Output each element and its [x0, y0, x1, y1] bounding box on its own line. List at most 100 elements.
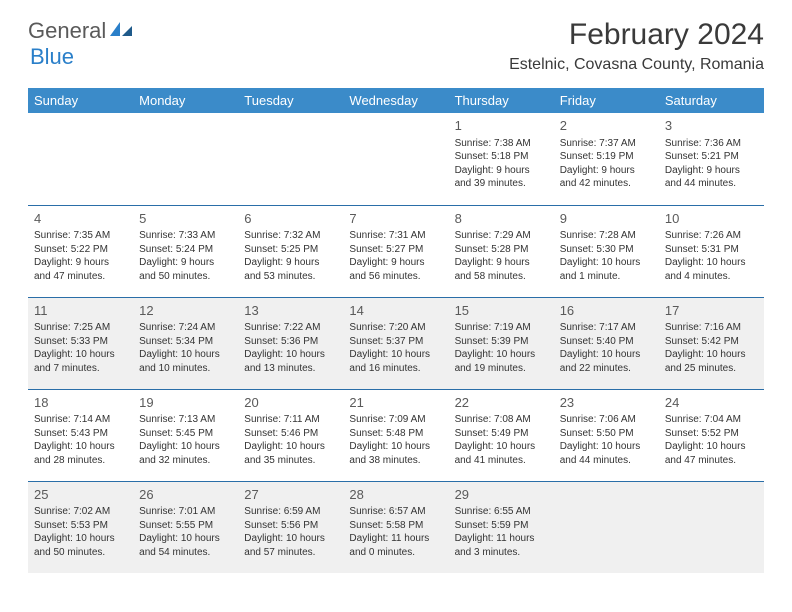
day-number: 23 — [560, 394, 653, 412]
day-info: Sunrise: 6:57 AMSunset: 5:58 PMDaylight:… — [349, 505, 442, 559]
month-title: February 2024 — [509, 18, 764, 52]
calendar-week-row: 25Sunrise: 7:02 AMSunset: 5:53 PMDayligh… — [28, 481, 764, 573]
calendar-day-cell — [133, 113, 238, 205]
calendar-day-cell: 29Sunrise: 6:55 AMSunset: 5:59 PMDayligh… — [449, 481, 554, 573]
day-number: 7 — [349, 210, 442, 228]
day-number: 4 — [34, 210, 127, 228]
day-number: 19 — [139, 394, 232, 412]
day-info: Sunrise: 7:06 AMSunset: 5:50 PMDaylight:… — [560, 413, 653, 467]
day-info: Sunrise: 7:22 AMSunset: 5:36 PMDaylight:… — [244, 321, 337, 375]
calendar-day-cell: 21Sunrise: 7:09 AMSunset: 5:48 PMDayligh… — [343, 389, 448, 481]
day-info: Sunrise: 7:33 AMSunset: 5:24 PMDaylight:… — [139, 229, 232, 283]
logo-part1: General — [28, 18, 106, 43]
weekday-header: Tuesday — [238, 88, 343, 113]
calendar-week-row: 4Sunrise: 7:35 AMSunset: 5:22 PMDaylight… — [28, 205, 764, 297]
calendar-day-cell — [554, 481, 659, 573]
calendar-day-cell: 6Sunrise: 7:32 AMSunset: 5:25 PMDaylight… — [238, 205, 343, 297]
day-number: 10 — [665, 210, 758, 228]
calendar-day-cell: 23Sunrise: 7:06 AMSunset: 5:50 PMDayligh… — [554, 389, 659, 481]
calendar-day-cell — [28, 113, 133, 205]
calendar-day-cell — [238, 113, 343, 205]
day-info: Sunrise: 7:36 AMSunset: 5:21 PMDaylight:… — [665, 137, 758, 191]
calendar-day-cell: 28Sunrise: 6:57 AMSunset: 5:58 PMDayligh… — [343, 481, 448, 573]
day-info: Sunrise: 7:31 AMSunset: 5:27 PMDaylight:… — [349, 229, 442, 283]
day-number: 17 — [665, 302, 758, 320]
calendar-day-cell: 24Sunrise: 7:04 AMSunset: 5:52 PMDayligh… — [659, 389, 764, 481]
day-number: 13 — [244, 302, 337, 320]
calendar-day-cell: 11Sunrise: 7:25 AMSunset: 5:33 PMDayligh… — [28, 297, 133, 389]
day-info: Sunrise: 7:38 AMSunset: 5:18 PMDaylight:… — [455, 137, 548, 191]
calendar-day-cell: 3Sunrise: 7:36 AMSunset: 5:21 PMDaylight… — [659, 113, 764, 205]
day-number: 15 — [455, 302, 548, 320]
calendar-day-cell: 7Sunrise: 7:31 AMSunset: 5:27 PMDaylight… — [343, 205, 448, 297]
day-info: Sunrise: 7:20 AMSunset: 5:37 PMDaylight:… — [349, 321, 442, 375]
day-info: Sunrise: 7:01 AMSunset: 5:55 PMDaylight:… — [139, 505, 232, 559]
day-info: Sunrise: 7:32 AMSunset: 5:25 PMDaylight:… — [244, 229, 337, 283]
header: General Blue February 2024 Estelnic, Cov… — [0, 0, 792, 82]
calendar-day-cell: 1Sunrise: 7:38 AMSunset: 5:18 PMDaylight… — [449, 113, 554, 205]
calendar-head: SundayMondayTuesdayWednesdayThursdayFrid… — [28, 88, 764, 113]
calendar-day-cell: 13Sunrise: 7:22 AMSunset: 5:36 PMDayligh… — [238, 297, 343, 389]
calendar-day-cell: 9Sunrise: 7:28 AMSunset: 5:30 PMDaylight… — [554, 205, 659, 297]
weekday-header: Friday — [554, 88, 659, 113]
day-number: 8 — [455, 210, 548, 228]
day-info: Sunrise: 7:09 AMSunset: 5:48 PMDaylight:… — [349, 413, 442, 467]
logo-text: General Blue — [28, 18, 132, 70]
weekday-row: SundayMondayTuesdayWednesdayThursdayFrid… — [28, 88, 764, 113]
calendar-day-cell: 17Sunrise: 7:16 AMSunset: 5:42 PMDayligh… — [659, 297, 764, 389]
day-number: 9 — [560, 210, 653, 228]
day-number: 24 — [665, 394, 758, 412]
day-number: 11 — [34, 302, 127, 320]
calendar-table: SundayMondayTuesdayWednesdayThursdayFrid… — [28, 88, 764, 573]
day-number: 20 — [244, 394, 337, 412]
calendar-day-cell: 15Sunrise: 7:19 AMSunset: 5:39 PMDayligh… — [449, 297, 554, 389]
calendar-day-cell: 8Sunrise: 7:29 AMSunset: 5:28 PMDaylight… — [449, 205, 554, 297]
logo-sail-icon — [110, 22, 132, 38]
calendar-day-cell: 26Sunrise: 7:01 AMSunset: 5:55 PMDayligh… — [133, 481, 238, 573]
day-number: 14 — [349, 302, 442, 320]
calendar-day-cell: 25Sunrise: 7:02 AMSunset: 5:53 PMDayligh… — [28, 481, 133, 573]
weekday-header: Wednesday — [343, 88, 448, 113]
day-number: 22 — [455, 394, 548, 412]
calendar-day-cell: 22Sunrise: 7:08 AMSunset: 5:49 PMDayligh… — [449, 389, 554, 481]
day-info: Sunrise: 7:16 AMSunset: 5:42 PMDaylight:… — [665, 321, 758, 375]
day-info: Sunrise: 7:13 AMSunset: 5:45 PMDaylight:… — [139, 413, 232, 467]
day-number: 2 — [560, 117, 653, 135]
weekday-header: Sunday — [28, 88, 133, 113]
logo-part2: Blue — [30, 44, 74, 69]
day-info: Sunrise: 7:25 AMSunset: 5:33 PMDaylight:… — [34, 321, 127, 375]
day-info: Sunrise: 7:29 AMSunset: 5:28 PMDaylight:… — [455, 229, 548, 283]
day-info: Sunrise: 7:11 AMSunset: 5:46 PMDaylight:… — [244, 413, 337, 467]
day-number: 25 — [34, 486, 127, 504]
day-number: 21 — [349, 394, 442, 412]
logo: General Blue — [28, 18, 132, 70]
calendar-day-cell: 4Sunrise: 7:35 AMSunset: 5:22 PMDaylight… — [28, 205, 133, 297]
day-info: Sunrise: 7:24 AMSunset: 5:34 PMDaylight:… — [139, 321, 232, 375]
day-info: Sunrise: 7:19 AMSunset: 5:39 PMDaylight:… — [455, 321, 548, 375]
day-info: Sunrise: 7:14 AMSunset: 5:43 PMDaylight:… — [34, 413, 127, 467]
calendar-day-cell: 18Sunrise: 7:14 AMSunset: 5:43 PMDayligh… — [28, 389, 133, 481]
calendar-day-cell — [659, 481, 764, 573]
day-info: Sunrise: 7:04 AMSunset: 5:52 PMDaylight:… — [665, 413, 758, 467]
day-info: Sunrise: 7:17 AMSunset: 5:40 PMDaylight:… — [560, 321, 653, 375]
calendar-week-row: 1Sunrise: 7:38 AMSunset: 5:18 PMDaylight… — [28, 113, 764, 205]
calendar-day-cell: 5Sunrise: 7:33 AMSunset: 5:24 PMDaylight… — [133, 205, 238, 297]
weekday-header: Thursday — [449, 88, 554, 113]
day-number: 5 — [139, 210, 232, 228]
calendar-day-cell: 2Sunrise: 7:37 AMSunset: 5:19 PMDaylight… — [554, 113, 659, 205]
day-number: 18 — [34, 394, 127, 412]
weekday-header: Saturday — [659, 88, 764, 113]
day-info: Sunrise: 7:28 AMSunset: 5:30 PMDaylight:… — [560, 229, 653, 283]
calendar-day-cell: 27Sunrise: 6:59 AMSunset: 5:56 PMDayligh… — [238, 481, 343, 573]
day-number: 26 — [139, 486, 232, 504]
calendar-day-cell — [343, 113, 448, 205]
title-block: February 2024 Estelnic, Covasna County, … — [509, 18, 764, 74]
calendar-day-cell: 19Sunrise: 7:13 AMSunset: 5:45 PMDayligh… — [133, 389, 238, 481]
day-number: 16 — [560, 302, 653, 320]
day-info: Sunrise: 7:35 AMSunset: 5:22 PMDaylight:… — [34, 229, 127, 283]
weekday-header: Monday — [133, 88, 238, 113]
calendar-week-row: 18Sunrise: 7:14 AMSunset: 5:43 PMDayligh… — [28, 389, 764, 481]
calendar-day-cell: 16Sunrise: 7:17 AMSunset: 5:40 PMDayligh… — [554, 297, 659, 389]
calendar-day-cell: 20Sunrise: 7:11 AMSunset: 5:46 PMDayligh… — [238, 389, 343, 481]
location-line: Estelnic, Covasna County, Romania — [509, 56, 764, 74]
